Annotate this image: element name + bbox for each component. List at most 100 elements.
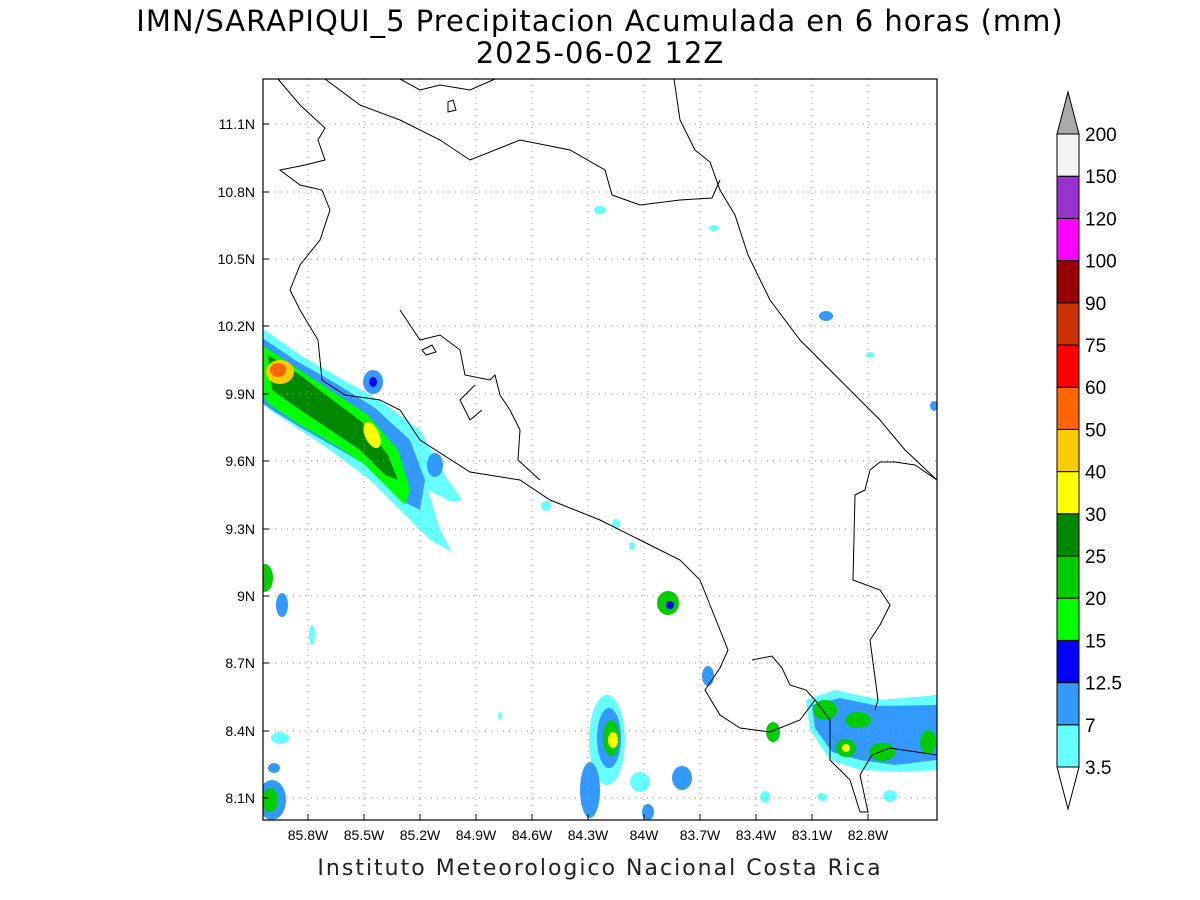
y-tick-label: 10.5N bbox=[218, 251, 255, 267]
colorbar-swatch bbox=[1056, 597, 1080, 641]
colorbar-swatch bbox=[1056, 555, 1080, 599]
precip-cell bbox=[541, 501, 551, 511]
precip-cell bbox=[920, 730, 936, 754]
colorbar-label: 40 bbox=[1085, 463, 1106, 484]
colorbar-swatch bbox=[1056, 302, 1080, 346]
y-tick-label: 10.2N bbox=[218, 318, 255, 334]
colorbar-label: 100 bbox=[1085, 252, 1117, 273]
precip-cell bbox=[427, 453, 443, 477]
nicaragua-costarica-border bbox=[324, 79, 721, 206]
y-tick-label: 10.8N bbox=[218, 184, 255, 200]
precip-cell bbox=[666, 601, 674, 609]
colorbar-label: 15 bbox=[1085, 631, 1106, 652]
x-tick-label: 85.5W bbox=[344, 827, 385, 843]
map-subtitle: 2025-06-02 12Z bbox=[475, 36, 725, 70]
precip-cell bbox=[608, 732, 618, 748]
gulf-island bbox=[421, 344, 437, 356]
y-tick-label: 8.4N bbox=[225, 723, 255, 739]
precip-cell bbox=[813, 700, 837, 720]
colorbar-label: 25 bbox=[1085, 547, 1106, 568]
precip-cell bbox=[819, 311, 833, 321]
map-frame bbox=[262, 78, 938, 821]
x-axis: 85.8W 85.5W 85.2W 84.9W 84.6W 84.3W 84W 83.7W 83… bbox=[288, 814, 889, 843]
panama-border bbox=[852, 461, 937, 711]
precip-cell bbox=[271, 732, 289, 744]
caribbean-coast bbox=[673, 79, 937, 481]
colorbar-label: 60 bbox=[1085, 378, 1106, 399]
colorbar-swatch bbox=[1056, 217, 1080, 262]
precip-cell bbox=[766, 722, 780, 742]
colorbar-label: 150 bbox=[1085, 167, 1117, 188]
coastline bbox=[277, 79, 937, 813]
precip-cell bbox=[702, 666, 714, 686]
colorbar-label: 20 bbox=[1085, 589, 1106, 610]
y-tick-label: 9N bbox=[237, 588, 255, 604]
colorbar-label: 7 bbox=[1085, 716, 1096, 737]
precip-cell bbox=[817, 793, 827, 801]
precip-cell bbox=[842, 744, 850, 752]
colorbar-swatch bbox=[1056, 344, 1080, 388]
colorbar-label: 200 bbox=[1085, 125, 1117, 146]
y-tick-label: 8.1N bbox=[225, 790, 255, 806]
x-tick-label: 85.8W bbox=[288, 827, 329, 843]
x-tick-label: 82.8W bbox=[848, 827, 889, 843]
precip-cell bbox=[594, 206, 606, 214]
colorbar-label: 120 bbox=[1085, 209, 1117, 230]
nicoya-inner bbox=[459, 384, 483, 421]
nicoya-peninsula-east bbox=[399, 309, 541, 481]
y-tick-label: 9.6N bbox=[225, 453, 255, 469]
colorbar-label: 3.5 bbox=[1085, 758, 1111, 779]
precip-cell bbox=[866, 352, 874, 358]
x-tick-label: 84.9W bbox=[456, 827, 497, 843]
colorbar-swatch bbox=[1056, 260, 1080, 304]
colorbar-swatch bbox=[1056, 428, 1080, 473]
x-tick-label: 83.4W bbox=[736, 827, 777, 843]
y-tick-label: 11.1N bbox=[219, 116, 255, 132]
lake-shore bbox=[399, 79, 496, 91]
precip-cell bbox=[369, 377, 377, 387]
precip-cell bbox=[845, 712, 871, 728]
precip-cell bbox=[498, 712, 502, 720]
precip-cell bbox=[642, 804, 654, 820]
precip-cell bbox=[276, 593, 288, 617]
x-tick-label: 84W bbox=[630, 827, 660, 843]
precip-cell bbox=[930, 401, 937, 411]
precip-cell bbox=[309, 625, 315, 645]
colorbar: 3.5 7 12.5 15 20 25 30 40 50 60 75 90 100 120 150 200 bbox=[1056, 90, 1122, 811]
precip-cell bbox=[629, 542, 635, 550]
precipitation-field bbox=[263, 206, 937, 820]
x-tick-label: 84.6W bbox=[512, 827, 553, 843]
map-title: IMN/SARAPIQUI_5 Precipitacion Acumulada … bbox=[136, 4, 1064, 38]
y-tick-label: 9.3N bbox=[225, 521, 255, 537]
precip-cell bbox=[672, 766, 692, 790]
precip-cell bbox=[709, 225, 719, 231]
institution-footer: Instituto Meteorologico Nacional Costa R… bbox=[317, 856, 883, 881]
lake-island bbox=[447, 99, 457, 113]
colorbar-swatch bbox=[1056, 682, 1080, 726]
colorbar-swatch bbox=[1056, 513, 1080, 557]
precip-cell bbox=[883, 790, 897, 802]
colorbar-swatch bbox=[1056, 724, 1080, 768]
precip-cell bbox=[263, 788, 278, 812]
map-grid bbox=[263, 79, 937, 820]
x-tick-label: 83.7W bbox=[680, 827, 721, 843]
colorbar-label: 50 bbox=[1085, 420, 1106, 441]
precip-cell bbox=[760, 791, 770, 803]
precip-max-core bbox=[270, 363, 286, 377]
colorbar-label: 90 bbox=[1085, 294, 1106, 315]
x-tick-label: 83.1W bbox=[792, 827, 833, 843]
colorbar-label: 30 bbox=[1085, 505, 1106, 526]
precip-cell bbox=[630, 772, 650, 792]
colorbar-low-triangle bbox=[1056, 766, 1080, 811]
y-tick-label: 8.7N bbox=[225, 655, 255, 671]
colorbar-swatch bbox=[1056, 133, 1080, 177]
precip-cell bbox=[263, 564, 273, 592]
y-axis: 8.1N 8.4N 8.7N 9N 9.3N 9.6N 9.9N 10.2N 10.5N 10.8… bbox=[218, 116, 269, 806]
precip-band-25 bbox=[268, 355, 398, 480]
precip-cell bbox=[580, 762, 600, 818]
colorbar-label: 75 bbox=[1085, 336, 1106, 357]
nicaragua-pacific-coast bbox=[277, 79, 346, 396]
colorbar-high-triangle bbox=[1056, 90, 1080, 135]
colorbar-label: 12.5 bbox=[1085, 674, 1122, 695]
